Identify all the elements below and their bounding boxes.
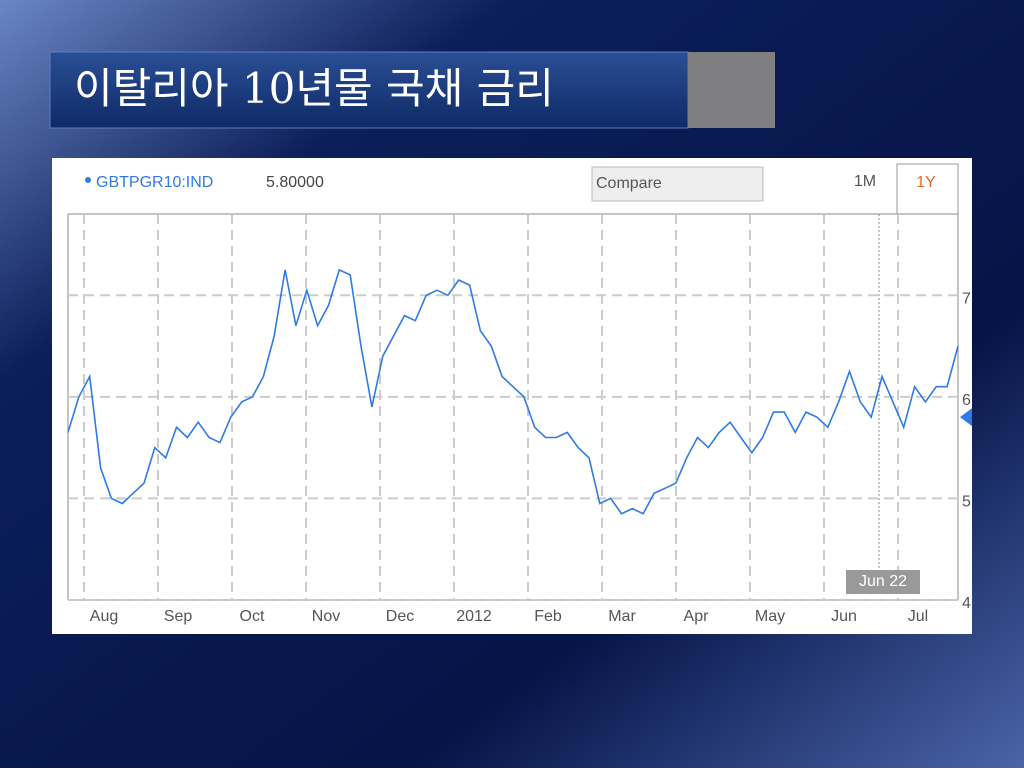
y-tick-label: 4 [962,595,971,612]
y-tick-label: 7 [962,290,971,307]
x-tick-label: Jul [908,608,928,625]
last-value-label: 5.80000 [266,174,324,191]
series-line [67,268,959,515]
x-tick-label: 2012 [456,608,492,625]
last-value-marker [960,408,972,427]
x-tick-label: Sep [164,608,193,625]
x-tick-label: Nov [312,608,340,625]
slide-title: 이탈리아 10년물 국채 금리 [74,64,554,113]
x-tick-label: Apr [684,608,710,625]
title-block [688,52,775,128]
legend-dot [85,177,91,183]
x-tick-label: Oct [240,608,265,625]
date-marker-label: Jun 22 [859,573,907,590]
x-tick-label: Aug [90,608,118,625]
y-tick-label: 5 [962,494,971,511]
legend-label: GBTPGR10:IND [96,174,213,191]
range-tab [896,163,959,214]
range-1m[interactable]: 1M [854,173,876,190]
x-tick-label: Jun [831,608,857,625]
x-tick-label: May [755,608,785,625]
compare-placeholder: Compare [596,175,662,192]
x-tick-label: Mar [608,608,636,625]
x-tick-label: Feb [534,608,562,625]
y-tick-label: 6 [962,392,971,409]
title-bar [49,51,689,129]
date-marker-box [846,570,920,594]
compare-input[interactable] [591,166,764,202]
x-tick-label: Dec [386,608,414,625]
range-1y[interactable]: 1Y [916,174,936,191]
